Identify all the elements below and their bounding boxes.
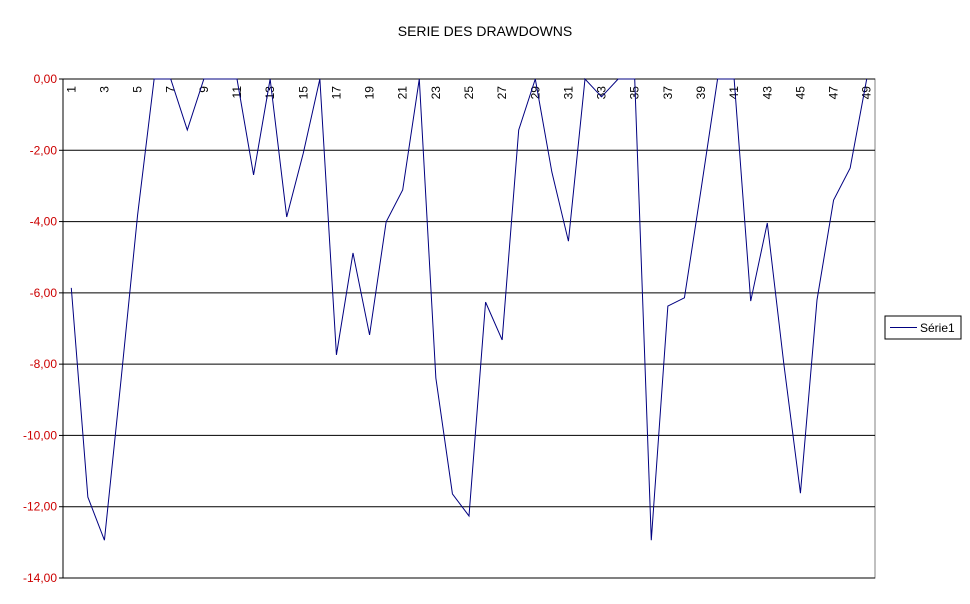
x-tick-label: 19 [363,86,377,100]
x-tick-label: 15 [296,86,310,100]
x-tick-label: 21 [396,86,410,100]
chart-title: SERIE DES DRAWDOWNS [398,23,573,39]
y-tick-label: -10,00 [23,428,57,442]
x-tick-label: 5 [131,86,145,93]
x-tick-label: 47 [827,86,841,100]
x-tick-label: 3 [97,86,111,93]
x-tick-label: 27 [495,86,509,100]
y-tick-label: 0,00 [34,72,58,86]
y-tick-label: -4,00 [30,215,58,229]
x-tick-label: 43 [760,86,774,100]
x-tick-label: 7 [164,86,178,93]
y-tick-label: -14,00 [23,571,57,585]
x-tick-label: 41 [727,86,741,100]
legend-label: Série1 [920,321,955,335]
x-tick-label: 49 [860,86,874,100]
x-tick-label: 17 [329,86,343,100]
x-tick-label: 31 [561,86,575,100]
x-tick-label: 33 [595,86,609,100]
y-tick-label: -6,00 [30,286,58,300]
plot-area [62,78,876,579]
x-tick-label: 13 [263,86,277,100]
x-tick-label: 37 [661,86,675,100]
x-tick-label: 11 [230,86,244,99]
x-tick-label: 39 [694,86,708,100]
legend-box [884,315,962,340]
legend: Série1 [884,315,962,340]
y-tick-label: -12,00 [23,500,57,514]
x-tick-label: 23 [429,86,443,100]
y-tick-label: -8,00 [30,357,58,371]
x-tick-label: 1 [64,86,78,93]
y-tick-label: -2,00 [30,143,58,157]
data-line [70,77,868,541]
x-tick-label: 9 [197,86,211,93]
x-tick-label: 45 [793,86,807,100]
x-tick-label: 25 [462,86,476,100]
